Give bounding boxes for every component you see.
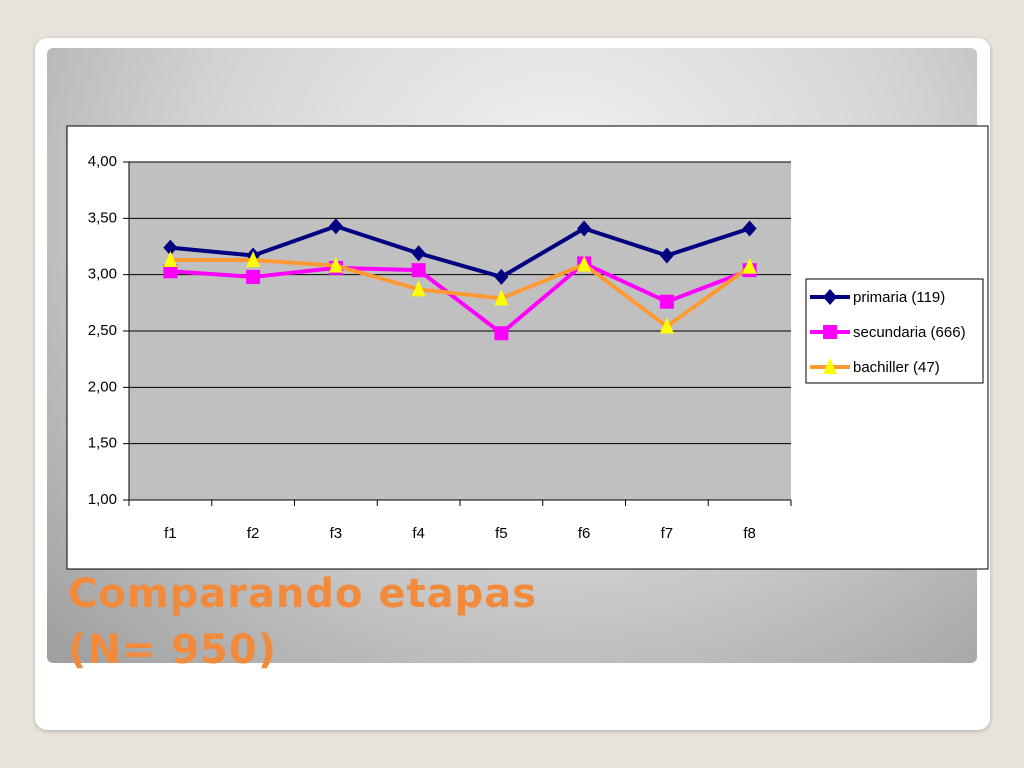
data-point bbox=[246, 251, 261, 268]
x-tick-label: f8 bbox=[743, 525, 756, 542]
x-tick-label: f6 bbox=[578, 525, 591, 542]
legend-marker bbox=[823, 358, 837, 374]
data-point bbox=[742, 257, 757, 274]
y-tick-label: 2,50 bbox=[88, 322, 117, 339]
data-point bbox=[328, 218, 343, 235]
series-line bbox=[170, 224, 751, 279]
x-tick-label: f5 bbox=[495, 525, 508, 542]
legend-marker bbox=[823, 325, 837, 339]
data-point bbox=[163, 264, 178, 279]
data-point bbox=[494, 326, 509, 341]
legend-label: primaria (119) bbox=[853, 289, 945, 306]
data-point bbox=[659, 317, 674, 334]
y-tick-label: 3,00 bbox=[88, 266, 117, 283]
slide-title: Comparando etapas (N= 950) bbox=[68, 571, 538, 673]
x-tick-label: f4 bbox=[412, 525, 425, 542]
series-line bbox=[170, 258, 751, 329]
data-point bbox=[494, 289, 509, 306]
legend-marker bbox=[823, 289, 837, 305]
data-point bbox=[246, 269, 261, 284]
y-tick-label: 3,50 bbox=[88, 209, 117, 226]
x-tick-label: f2 bbox=[247, 525, 260, 542]
legend-label: secundaria (666) bbox=[853, 324, 966, 341]
data-point bbox=[328, 256, 343, 273]
data-point bbox=[577, 255, 592, 272]
data-point bbox=[659, 247, 674, 264]
x-tick-label: f3 bbox=[330, 525, 343, 542]
data-point bbox=[163, 239, 178, 256]
data-point bbox=[659, 294, 674, 309]
y-tick-label: 1,00 bbox=[88, 491, 117, 508]
x-tick-label: f7 bbox=[661, 525, 674, 542]
y-tick-label: 1,50 bbox=[88, 435, 117, 452]
data-point bbox=[494, 268, 509, 285]
y-tick-label: 2,00 bbox=[88, 378, 117, 395]
data-point bbox=[411, 245, 426, 262]
data-point bbox=[163, 251, 178, 268]
data-point bbox=[411, 263, 426, 278]
data-point bbox=[577, 220, 592, 237]
x-tick-label: f1 bbox=[164, 525, 177, 542]
series-line bbox=[170, 261, 751, 336]
data-point bbox=[411, 280, 426, 297]
legend-label: bachiller (47) bbox=[853, 359, 940, 376]
y-tick-label: 4,00 bbox=[88, 153, 117, 170]
data-point bbox=[742, 220, 757, 237]
